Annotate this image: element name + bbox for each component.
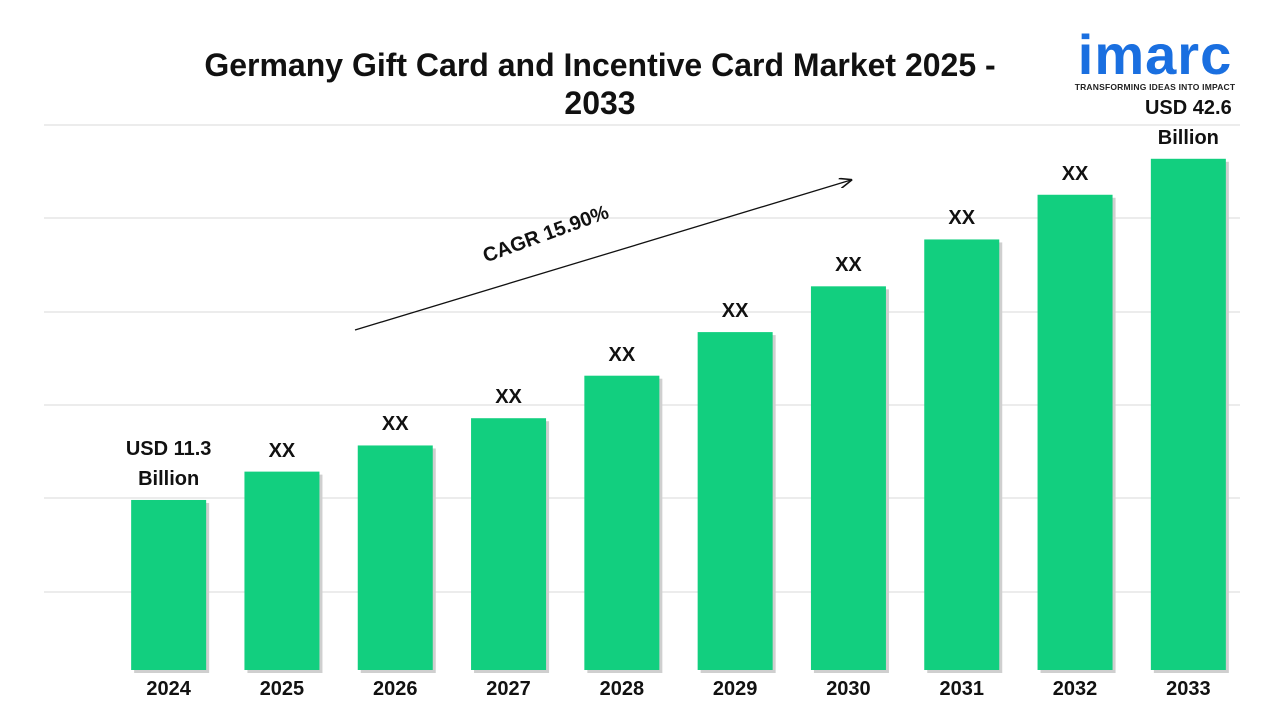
x-tick-label: 2025	[259, 678, 305, 700]
bar	[1037, 194, 1113, 670]
logo-name: imarc	[1077, 23, 1233, 86]
x-tick-label: 2032	[1052, 678, 1098, 700]
value-label: XX	[835, 254, 862, 277]
value-label: XX	[495, 386, 522, 409]
bar	[131, 499, 207, 670]
bar	[1150, 158, 1226, 671]
bar	[697, 332, 773, 670]
x-tick-label: 2033	[1166, 678, 1211, 700]
chart-title: Germany Gift Card and Incentive Card Mar…	[204, 47, 996, 121]
value-label: USD 11.3 Billion	[125, 437, 212, 490]
logo: imarc TRANSFORMING IDEAS INTO IMPACT	[1060, 23, 1250, 93]
bar	[810, 286, 886, 670]
value-label: USD 42.6 Billion	[1144, 96, 1232, 149]
cagr-label: CAGR 15.90%	[480, 201, 612, 267]
value-label: XX	[1061, 162, 1089, 185]
cagr-arrow	[354, 180, 851, 331]
value-label: XX	[948, 207, 976, 230]
bar	[357, 445, 433, 670]
x-tick-label: 2028	[599, 678, 645, 700]
x-tick-label: 2030	[826, 678, 871, 700]
bar	[584, 375, 660, 670]
logo-tagline: TRANSFORMING IDEAS INTO IMPACT	[1074, 82, 1236, 92]
x-tick-label: 2027	[486, 678, 531, 700]
x-tick-label: 2024	[146, 678, 191, 700]
value-label: XX	[381, 413, 409, 436]
bar	[244, 471, 320, 670]
value-label: XX	[721, 300, 749, 323]
x-tick-label: 2031	[939, 678, 985, 700]
value-label: XX	[268, 439, 296, 462]
value-label: XX	[608, 343, 636, 366]
x-tick-label: 2029	[712, 678, 758, 700]
x-tick-label: 2026	[373, 678, 418, 700]
bar	[924, 239, 1000, 670]
bar	[471, 418, 547, 670]
